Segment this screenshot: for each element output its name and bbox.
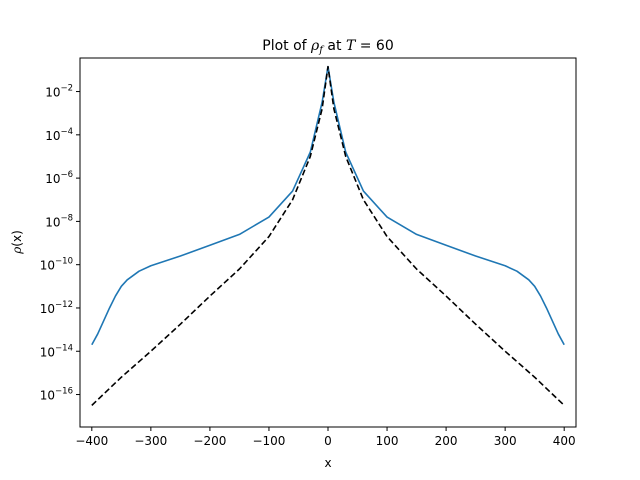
- x-tick-label: −200: [193, 434, 226, 448]
- chart-title: Plot of ρf at T = 60: [262, 38, 393, 56]
- y-tick-label: 10−16: [40, 387, 73, 403]
- y-axis-ticks: 10−16 10−14 10−12 10−10 10−8 10−6 10−4 10−2: [40, 84, 80, 403]
- x-tick-label: 100: [376, 434, 399, 448]
- y-tick-label: 10−8: [45, 213, 73, 229]
- x-tick-label: 300: [494, 434, 517, 448]
- y-tick-label: 10−14: [40, 343, 73, 359]
- x-tick-label: −100: [252, 434, 285, 448]
- x-tick-label: −300: [134, 434, 167, 448]
- y-tick-label: 10−12: [40, 300, 73, 316]
- plot-area: [79, 57, 577, 428]
- dashed-series-line: [91, 65, 565, 406]
- y-tick-label: 10−6: [45, 170, 73, 186]
- y-tick-label: 10−10: [40, 257, 73, 273]
- x-axis-ticks: −400 −300 −200 −100 0 100 200 300 400: [75, 427, 576, 448]
- series-layer: [91, 65, 565, 406]
- y-axis-label: ρ(x): [10, 230, 24, 255]
- y-tick-label: 10−4: [45, 127, 73, 143]
- x-tick-label: 200: [435, 434, 458, 448]
- y-tick-label: 10−2: [45, 84, 73, 100]
- x-tick-label: 0: [324, 434, 332, 448]
- x-tick-label: −400: [75, 434, 108, 448]
- x-axis-label: x: [324, 456, 331, 470]
- x-tick-label: 400: [553, 434, 576, 448]
